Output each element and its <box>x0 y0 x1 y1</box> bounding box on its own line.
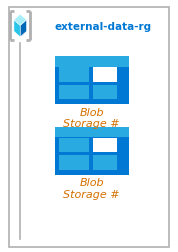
Bar <box>59 139 89 153</box>
Text: external-data-rg: external-data-rg <box>55 21 152 32</box>
Bar <box>55 127 129 138</box>
Text: Blob
Storage #: Blob Storage # <box>63 178 120 199</box>
Bar <box>93 68 117 82</box>
Bar <box>93 85 117 100</box>
Polygon shape <box>14 21 20 38</box>
FancyBboxPatch shape <box>9 8 169 247</box>
Bar <box>59 68 89 82</box>
Bar <box>59 85 89 100</box>
Bar <box>93 139 117 153</box>
Polygon shape <box>20 21 27 38</box>
Bar <box>93 156 117 170</box>
Polygon shape <box>14 15 27 26</box>
Bar <box>59 156 89 170</box>
Bar <box>55 67 129 105</box>
Bar <box>55 57 129 67</box>
Bar <box>55 138 129 175</box>
Text: Blob
Storage #: Blob Storage # <box>63 107 120 128</box>
